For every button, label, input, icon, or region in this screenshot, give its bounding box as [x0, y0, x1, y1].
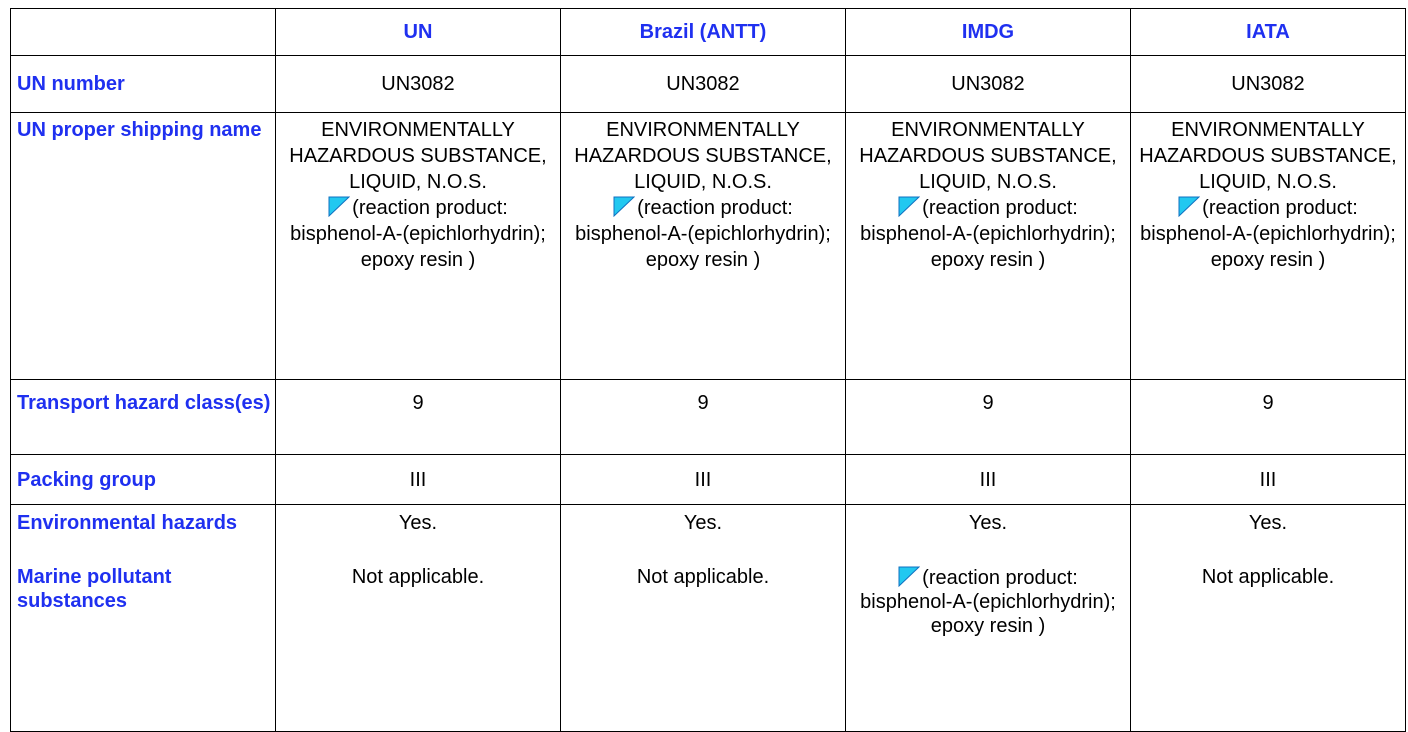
cell: III: [845, 454, 1131, 505]
cell: Yes. Not applicable.: [560, 504, 846, 732]
cell: ENVIRONMENTALLY HAZARDOUS SUBSTANCE, LIQ…: [275, 112, 561, 380]
cell: UN3082: [1130, 55, 1406, 113]
note-text: (reaction product: bisphenol-A-(epichlor…: [290, 197, 546, 271]
cell: UN3082: [845, 55, 1131, 113]
note-icon: [898, 566, 921, 587]
corner-cell: [10, 8, 276, 56]
cell: 9: [275, 379, 561, 455]
shipping-name: ENVIRONMENTALLY HAZARDOUS SUBSTANCE, LIQ…: [574, 119, 832, 193]
note-icon: [328, 196, 351, 217]
note-text: (reaction product: bisphenol-A-(epichlor…: [860, 197, 1116, 271]
column-header: IATA: [1130, 8, 1406, 56]
column-header: Brazil (ANTT): [560, 8, 846, 56]
marine-value: Not applicable.: [565, 565, 841, 589]
page: UN Brazil (ANTT) IMDG IATA UN number UN3…: [10, 8, 1406, 732]
note-icon: [1178, 196, 1201, 217]
cell: UN3082: [560, 55, 846, 113]
shipping-name: ENVIRONMENTALLY HAZARDOUS SUBSTANCE, LIQ…: [1139, 119, 1397, 193]
cell: 9: [1130, 379, 1406, 455]
marine-text: Not applicable.: [636, 566, 770, 588]
hazard-value: Yes.: [1248, 512, 1288, 534]
note-icon: [898, 196, 921, 217]
marine-value: (reaction product: bisphenol-A-(epichlor…: [850, 565, 1126, 638]
row: Environmental hazards Marine pollutant s…: [10, 504, 1406, 732]
row-label: Environmental hazards: [17, 512, 238, 534]
hazard-value: Yes.: [398, 512, 438, 534]
row: UN proper shipping name ENVIRONMENTALLY …: [10, 112, 1406, 380]
cell: ENVIRONMENTALLY HAZARDOUS SUBSTANCE, LIQ…: [1130, 112, 1406, 380]
hazard-value: Yes.: [683, 512, 723, 534]
row-label: UN number: [10, 55, 276, 113]
cell: III: [1130, 454, 1406, 505]
marine-text: (reaction product: bisphenol-A-(epichlor…: [860, 567, 1116, 637]
note-text: (reaction product: bisphenol-A-(epichlor…: [575, 197, 831, 271]
row-label: Packing group: [10, 454, 276, 505]
cell: 9: [560, 379, 846, 455]
header-row: UN Brazil (ANTT) IMDG IATA: [10, 8, 1406, 56]
cell: 9: [845, 379, 1131, 455]
cell: ENVIRONMENTALLY HAZARDOUS SUBSTANCE, LIQ…: [845, 112, 1131, 380]
cell: Yes. Not applicable.: [1130, 504, 1406, 732]
row-label: Marine pollutant substances: [17, 566, 172, 612]
note-icon: [613, 196, 636, 217]
row-label: Transport hazard class(es): [10, 379, 276, 455]
cell: UN3082: [275, 55, 561, 113]
row: UN number UN3082 UN3082 UN3082 UN3082: [10, 55, 1406, 113]
note: (reaction product: bisphenol-A-(epichlor…: [850, 195, 1126, 273]
cell: III: [275, 454, 561, 505]
hazard-value: Yes.: [968, 512, 1008, 534]
row-label: Environmental hazards Marine pollutant s…: [10, 504, 276, 732]
note: (reaction product: bisphenol-A-(epichlor…: [565, 195, 841, 273]
cell: Yes. (reaction product: bisphenol-A-(epic…: [845, 504, 1131, 732]
row: Packing group III III III III: [10, 454, 1406, 505]
note: (reaction product: bisphenol-A-(epichlor…: [1135, 195, 1401, 273]
note-text: (reaction product: bisphenol-A-(epichlor…: [1140, 197, 1396, 271]
cell: ENVIRONMENTALLY HAZARDOUS SUBSTANCE, LIQ…: [560, 112, 846, 380]
column-header: UN: [275, 8, 561, 56]
transport-table: UN Brazil (ANTT) IMDG IATA UN number UN3…: [10, 8, 1406, 732]
marine-value: Not applicable.: [280, 565, 556, 589]
shipping-name: ENVIRONMENTALLY HAZARDOUS SUBSTANCE, LIQ…: [859, 119, 1117, 193]
marine-value: Not applicable.: [1135, 565, 1401, 589]
row: Transport hazard class(es) 9 9 9 9: [10, 379, 1406, 455]
row-label: UN proper shipping name: [10, 112, 276, 380]
column-header: IMDG: [845, 8, 1131, 56]
shipping-name: ENVIRONMENTALLY HAZARDOUS SUBSTANCE, LIQ…: [289, 119, 547, 193]
marine-text: Not applicable.: [1201, 566, 1335, 588]
note: (reaction product: bisphenol-A-(epichlor…: [280, 195, 556, 273]
cell: III: [560, 454, 846, 505]
cell: Yes. Not applicable.: [275, 504, 561, 732]
marine-text: Not applicable.: [351, 566, 485, 588]
